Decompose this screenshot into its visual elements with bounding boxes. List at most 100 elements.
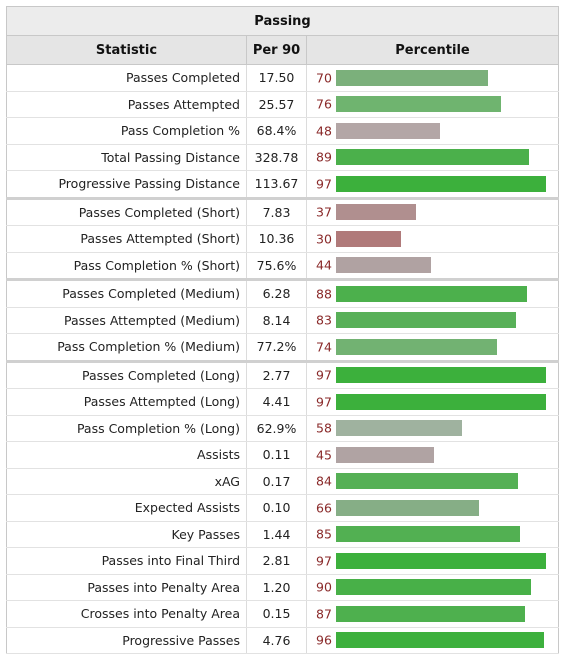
percentile-value: 30 bbox=[316, 231, 332, 247]
stat-name-cell: Progressive Passes bbox=[6, 627, 247, 654]
percentile-bar bbox=[336, 230, 401, 247]
percentile-value: 70 bbox=[316, 70, 332, 86]
percentile-value: 44 bbox=[316, 257, 332, 273]
percentile-cell: 83 bbox=[306, 307, 560, 334]
table-row: Total Passing Distance 328.78 89 bbox=[6, 144, 560, 171]
percentile-bar bbox=[336, 526, 520, 543]
per90-cell: 7.83 bbox=[246, 196, 307, 226]
percentile-cell: 66 bbox=[306, 494, 560, 522]
percentile-cell: 70 bbox=[306, 64, 560, 92]
table-row: Passes Attempted (Medium) 8.14 83 bbox=[6, 307, 560, 334]
percentile-bar bbox=[336, 312, 516, 329]
stat-name-cell: xAG bbox=[6, 468, 247, 495]
percentile-cell: 96 bbox=[306, 627, 560, 654]
percentile-cell: 97 bbox=[306, 359, 560, 389]
percentile-bar bbox=[336, 122, 440, 139]
table-row: Passes Completed (Medium) 6.28 88 bbox=[6, 278, 560, 308]
table-body: Passes Completed 17.50 70 Passes Attempted 2… bbox=[6, 64, 560, 654]
per90-cell: 1.20 bbox=[246, 574, 307, 601]
percentile-bar bbox=[336, 338, 497, 355]
percentile-value: 84 bbox=[316, 473, 332, 489]
percentile-cell: 97 bbox=[306, 547, 560, 575]
table-row: Progressive Passing Distance 113.67 97 bbox=[6, 170, 560, 199]
per90-cell: 0.10 bbox=[246, 494, 307, 522]
column-header-per90[interactable]: Per 90 bbox=[246, 35, 307, 65]
percentile-value: 83 bbox=[316, 312, 332, 328]
percentile-bar bbox=[336, 473, 518, 490]
stat-name-cell: Passes Attempted (Long) bbox=[6, 388, 247, 416]
percentile-value: 97 bbox=[316, 367, 332, 383]
per90-cell: 8.14 bbox=[246, 307, 307, 334]
percentile-bar bbox=[336, 420, 462, 437]
per90-cell: 2.81 bbox=[246, 547, 307, 575]
percentile-cell: 30 bbox=[306, 225, 560, 253]
table-row: Passes Completed (Long) 2.77 97 bbox=[6, 359, 560, 389]
stat-name-cell: Passes Attempted (Medium) bbox=[6, 307, 247, 334]
per90-cell: 4.41 bbox=[246, 388, 307, 416]
percentile-value: 96 bbox=[316, 632, 332, 648]
per90-cell: 68.4% bbox=[246, 117, 307, 145]
table-row: Pass Completion % (Medium) 77.2% 74 bbox=[6, 333, 560, 362]
column-header-statistic[interactable]: Statistic bbox=[6, 35, 247, 65]
percentile-cell: 37 bbox=[306, 196, 560, 226]
per90-cell: 10.36 bbox=[246, 225, 307, 253]
stat-name-cell: Key Passes bbox=[6, 521, 247, 548]
percentile-value: 45 bbox=[316, 447, 332, 463]
table-header-row: Statistic Per 90 Percentile bbox=[6, 35, 560, 65]
percentile-cell: 88 bbox=[306, 278, 560, 308]
percentile-value: 97 bbox=[316, 553, 332, 569]
percentile-value: 89 bbox=[316, 149, 332, 165]
table-row: Crosses into Penalty Area 0.15 87 bbox=[6, 600, 560, 628]
stat-name-cell: Progressive Passing Distance bbox=[6, 170, 247, 199]
stat-name-cell: Passes Completed (Long) bbox=[6, 359, 247, 389]
table-row: Pass Completion % (Long) 62.9% 58 bbox=[6, 415, 560, 442]
percentile-value: 37 bbox=[316, 204, 332, 220]
stat-name-cell: Pass Completion % (Long) bbox=[6, 415, 247, 442]
table-row: xAG 0.17 84 bbox=[6, 468, 560, 495]
per90-cell: 6.28 bbox=[246, 278, 307, 308]
percentile-cell: 45 bbox=[306, 441, 560, 469]
percentile-value: 85 bbox=[316, 526, 332, 542]
percentile-bar bbox=[336, 579, 531, 596]
table-title: Passing bbox=[5, 6, 560, 36]
percentile-bar bbox=[336, 499, 479, 516]
percentile-bar bbox=[336, 149, 529, 166]
percentile-cell: 44 bbox=[306, 252, 560, 280]
per90-cell: 0.17 bbox=[246, 468, 307, 495]
table-title-row: Passing bbox=[5, 6, 560, 36]
percentile-bar bbox=[336, 204, 416, 221]
percentile-cell: 89 bbox=[306, 144, 560, 171]
per90-cell: 2.77 bbox=[246, 359, 307, 389]
stat-name-cell: Passes Attempted bbox=[6, 91, 247, 118]
per90-cell: 62.9% bbox=[246, 415, 307, 442]
table-row: Pass Completion % 68.4% 48 bbox=[6, 117, 560, 145]
passing-table-container: Passing Statistic Per 90 Percentile Pass… bbox=[5, 6, 560, 654]
per90-cell: 328.78 bbox=[246, 144, 307, 171]
table-row: Passes into Penalty Area 1.20 90 bbox=[6, 574, 560, 601]
percentile-value: 97 bbox=[316, 176, 332, 192]
percentile-value: 90 bbox=[316, 579, 332, 595]
per90-cell: 77.2% bbox=[246, 333, 307, 362]
table-row: Expected Assists 0.10 66 bbox=[6, 494, 560, 522]
table-row: Progressive Passes 4.76 96 bbox=[6, 627, 560, 654]
table-row: Passes Completed 17.50 70 bbox=[6, 64, 560, 92]
percentile-cell: 90 bbox=[306, 574, 560, 601]
per90-cell: 4.76 bbox=[246, 627, 307, 654]
percentile-bar bbox=[336, 446, 434, 463]
per90-cell: 75.6% bbox=[246, 252, 307, 280]
per90-cell: 17.50 bbox=[246, 64, 307, 92]
stat-name-cell: Pass Completion % bbox=[6, 117, 247, 145]
table-row: Assists 0.11 45 bbox=[6, 441, 560, 469]
percentile-cell: 85 bbox=[306, 521, 560, 548]
percentile-value: 58 bbox=[316, 420, 332, 436]
percentile-value: 48 bbox=[316, 123, 332, 139]
column-header-percentile[interactable]: Percentile bbox=[305, 35, 560, 65]
percentile-cell: 58 bbox=[306, 415, 560, 442]
percentile-bar bbox=[336, 393, 546, 410]
table-row: Passes Attempted 25.57 76 bbox=[6, 91, 560, 118]
percentile-cell: 74 bbox=[306, 333, 560, 362]
percentile-cell: 48 bbox=[306, 117, 560, 145]
stat-name-cell: Assists bbox=[6, 441, 247, 469]
per90-cell: 113.67 bbox=[246, 170, 307, 199]
percentile-bar bbox=[336, 257, 431, 274]
